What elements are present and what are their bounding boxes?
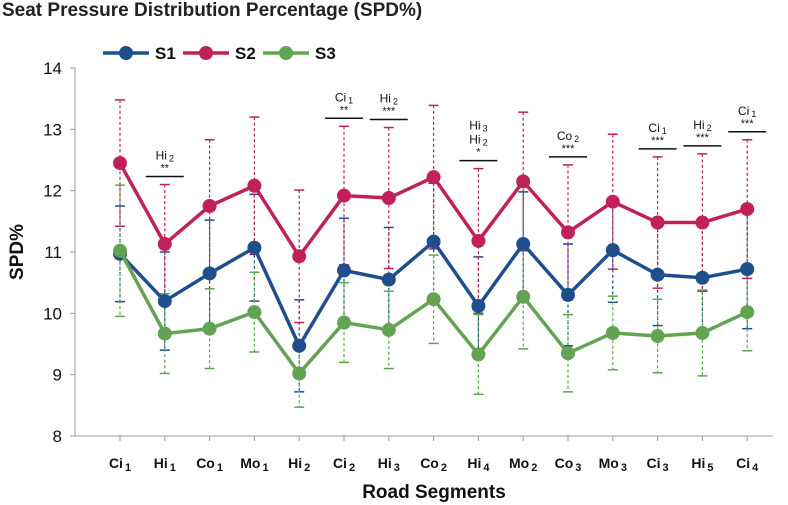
y-tick-label: 10 (43, 304, 62, 323)
data-point-s2 (247, 178, 262, 193)
data-point-s3 (157, 326, 172, 341)
data-point-s1 (695, 270, 710, 285)
data-point-s2 (695, 215, 710, 230)
y-tick-label: 13 (43, 120, 62, 139)
significance-label: Hi 3 (469, 119, 487, 134)
data-point-s1 (561, 287, 575, 302)
x-tick-label: Mo 2 (509, 455, 537, 474)
data-point-s1 (157, 294, 172, 309)
data-point-s2 (471, 233, 486, 248)
data-point-s3 (561, 346, 575, 361)
data-point-s2 (292, 249, 307, 264)
legend-label: S1 (155, 44, 176, 63)
significance-stars: *** (651, 135, 665, 147)
significance-label: Hi 2 (156, 149, 174, 164)
data-point-s3 (247, 305, 262, 320)
significance-label: Hi 2 (693, 118, 711, 133)
data-point-s3 (426, 292, 441, 307)
significance-label: Hi 2 (380, 91, 398, 106)
y-tick-label: 8 (53, 427, 62, 446)
significance-stars: ** (161, 163, 170, 175)
data-point-s1 (471, 298, 486, 313)
x-tick-label: Co 1 (196, 455, 223, 474)
data-point-s1 (337, 263, 351, 278)
data-point-s1 (605, 243, 620, 258)
data-point-s3 (650, 329, 665, 344)
data-point-s3 (202, 321, 217, 336)
significance-stars: *** (741, 118, 755, 130)
data-point-s3 (337, 315, 351, 330)
y-tick-label: 9 (53, 366, 62, 385)
x-tick-label: Hi 2 (288, 455, 310, 474)
y-tick-label: 11 (44, 243, 62, 262)
significance-stars: ** (340, 104, 349, 116)
data-point-s3 (695, 325, 710, 340)
significance-stars: *** (382, 105, 396, 117)
x-tick-label: Hi 4 (467, 455, 490, 474)
legend-marker-s2 (199, 46, 213, 60)
data-point-s3 (605, 325, 620, 340)
significance-stars: *** (696, 132, 710, 144)
data-point-s1 (650, 267, 665, 282)
x-tick-label: Hi 1 (154, 455, 176, 474)
data-point-s2 (113, 156, 127, 171)
x-tick-label: Hi 3 (378, 455, 400, 474)
data-point-s2 (650, 215, 665, 230)
x-axis-label: Road Segments (362, 482, 506, 503)
data-point-s1 (381, 272, 396, 287)
legend-marker-s1 (119, 46, 133, 60)
data-point-s1 (426, 234, 441, 249)
data-point-s2 (561, 225, 575, 240)
y-tick-label: 14 (43, 59, 62, 78)
x-tick-label: Ci 1 (109, 455, 131, 474)
significance-stars: * (476, 147, 481, 159)
significance-label: Co 2 (557, 129, 579, 144)
chart-title: Seat Pressure Distribution Percentage (S… (2, 0, 423, 21)
data-point-s3 (381, 322, 396, 337)
significance-label: Ci 1 (738, 104, 756, 119)
x-tick-label: Co 2 (420, 455, 447, 474)
legend-marker-s3 (279, 46, 293, 60)
data-point-s3 (740, 305, 755, 320)
data-point-s2 (605, 194, 620, 209)
data-point-s1 (740, 262, 755, 277)
data-point-s2 (381, 191, 396, 206)
x-tick-label: Ci 3 (647, 455, 669, 474)
data-point-s1 (247, 240, 262, 255)
data-point-s2 (157, 237, 172, 252)
data-point-s3 (113, 243, 127, 258)
data-point-s2 (337, 188, 351, 203)
data-point-s2 (740, 202, 755, 217)
x-tick-label: Hi 5 (691, 455, 713, 474)
data-point-s2 (426, 170, 441, 185)
significance-label: Ci 1 (648, 121, 666, 136)
data-point-s3 (292, 366, 307, 381)
data-point-s3 (471, 347, 486, 362)
significance-label: Hi 2 (469, 133, 487, 148)
x-tick-label: Mo 1 (240, 455, 268, 474)
y-axis-label: SPD% (7, 224, 28, 280)
data-point-s1 (202, 266, 217, 281)
data-point-s1 (292, 338, 307, 353)
data-point-s1 (516, 237, 531, 252)
x-tick-label: Mo 3 (599, 455, 627, 474)
x-tick-label: Ci 4 (736, 455, 759, 474)
significance-label: Ci 1 (335, 90, 353, 105)
data-point-s2 (202, 199, 217, 213)
x-tick-label: Co 3 (555, 455, 582, 474)
x-tick-label: Ci 2 (333, 455, 355, 474)
data-point-s2 (516, 174, 531, 189)
data-point-s3 (516, 289, 531, 304)
legend-label: S2 (235, 44, 256, 63)
significance-stars: *** (562, 143, 576, 155)
y-tick-label: 12 (43, 182, 62, 201)
legend-label: S3 (315, 44, 336, 63)
